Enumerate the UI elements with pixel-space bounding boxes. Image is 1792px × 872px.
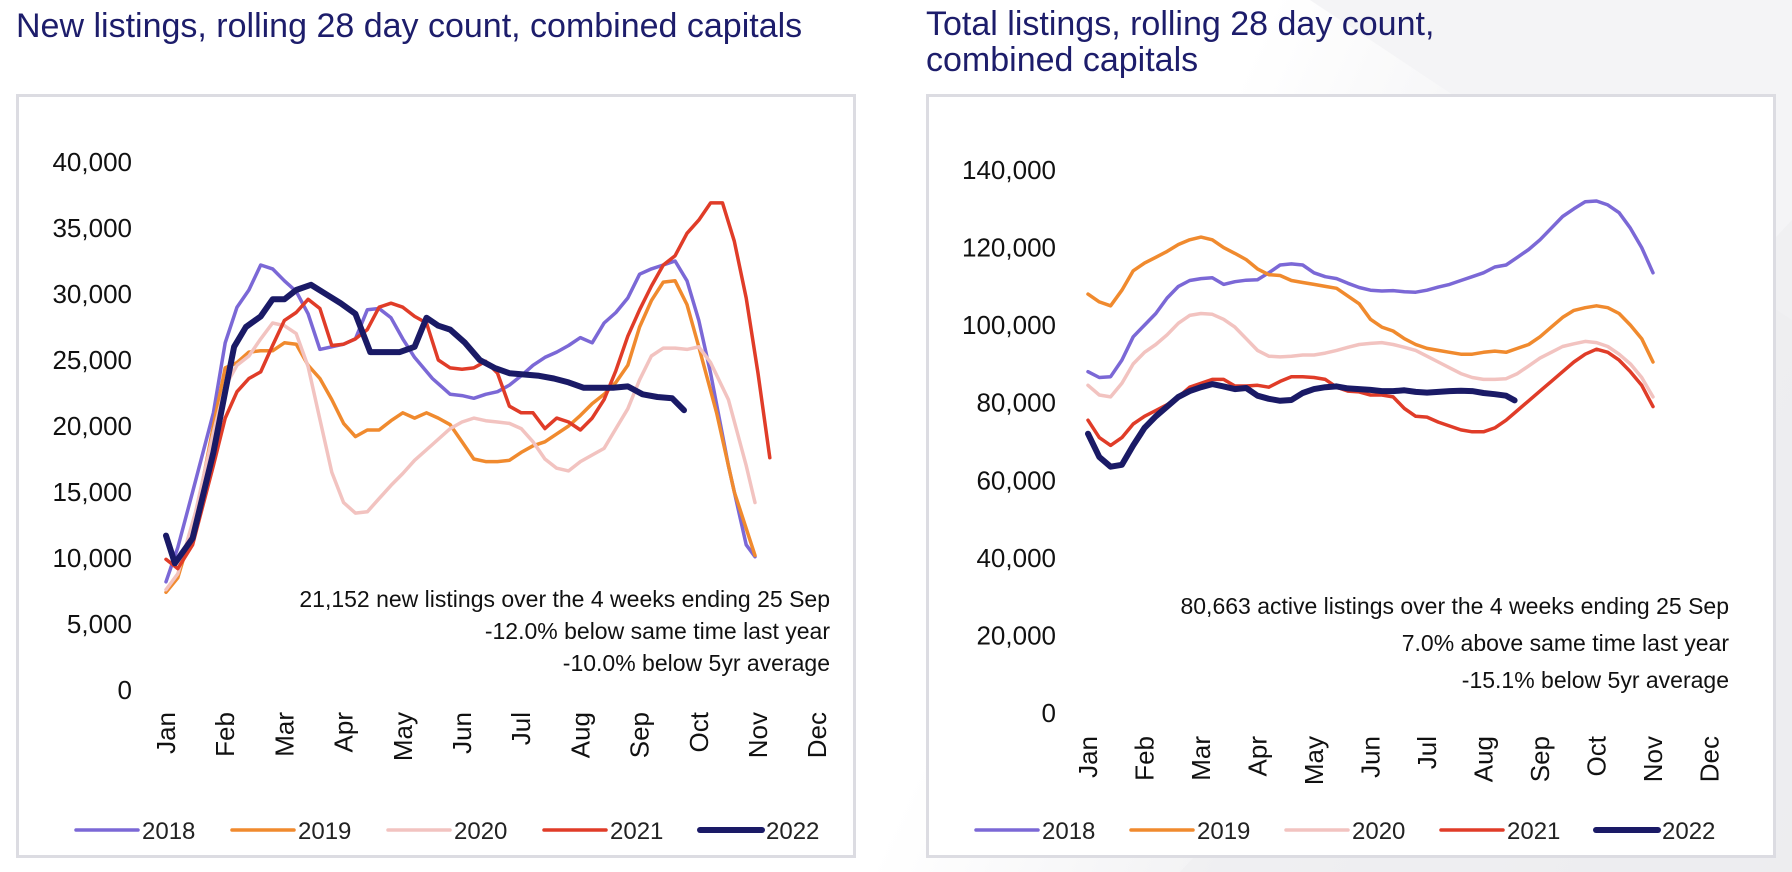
y-tick-label: 15,000	[52, 477, 132, 507]
legend-label-2022: 2022	[766, 818, 819, 845]
x-tick-label: Feb	[1130, 736, 1160, 781]
y-tick-label: 10,000	[52, 543, 132, 573]
series-line-2022	[1085, 381, 1518, 470]
x-tick-label: Aug	[565, 712, 595, 758]
y-tick-label: 20,000	[52, 411, 132, 441]
x-tick-label: Nov	[1638, 736, 1668, 782]
series-line-2021	[164, 201, 772, 571]
x-tick-label: Jan	[1073, 736, 1103, 778]
series-line-2020	[1086, 311, 1655, 399]
x-tick-label: Jul	[1412, 736, 1442, 769]
annotation-text: 80,663 active listings over the 4 weeks …	[1180, 593, 1729, 619]
series-line-2021	[1086, 347, 1655, 448]
x-tick-label: Mar	[1186, 736, 1216, 781]
annotation-text: 21,152 new listings over the 4 weeks end…	[299, 586, 830, 612]
x-tick-label: Oct	[1582, 735, 1612, 776]
y-tick-label: 0	[118, 675, 132, 705]
series-line-2018	[164, 259, 757, 584]
x-tick-label: Sep	[1525, 736, 1555, 782]
new-listings-chart-panel	[16, 94, 856, 858]
y-tick-label: 140,000	[962, 155, 1056, 185]
y-tick-label: 0	[1042, 698, 1056, 728]
y-tick-label: 30,000	[52, 279, 132, 309]
total-listings-chart-panel	[926, 94, 1776, 858]
x-tick-label: Apr	[1243, 736, 1273, 777]
y-tick-label: 100,000	[962, 310, 1056, 340]
x-tick-label: Jun	[447, 712, 477, 754]
x-tick-label: Oct	[684, 711, 714, 752]
x-tick-label: Jun	[1356, 736, 1386, 778]
legend-label-2020: 2020	[1352, 818, 1405, 845]
x-tick-label: Aug	[1469, 736, 1499, 782]
y-tick-label: 20,000	[976, 620, 1056, 650]
series-line-2018	[1086, 199, 1655, 380]
legend-label-2018: 2018	[142, 818, 195, 845]
x-tick-label: May	[1299, 736, 1329, 785]
legend-label-2019: 2019	[298, 818, 351, 845]
x-tick-label: Mar	[269, 712, 299, 757]
y-tick-label: 80,000	[976, 388, 1056, 418]
annotation-text: -10.0% below 5yr average	[563, 650, 830, 676]
x-tick-label: Nov	[743, 712, 773, 758]
x-tick-label: May	[388, 712, 418, 761]
x-tick-label: Feb	[210, 712, 240, 757]
y-tick-label: 40,000	[976, 543, 1056, 573]
legend-label-2021: 2021	[610, 818, 663, 845]
chart-title-new-listings: New listings, rolling 28 day count, comb…	[16, 7, 803, 45]
annotation-text: 7.0% above same time last year	[1402, 630, 1730, 656]
legend-label-2018: 2018	[1042, 818, 1095, 845]
annotation-text: -12.0% below same time last year	[485, 618, 830, 644]
x-tick-label: Dec	[802, 712, 832, 758]
x-tick-label: Apr	[329, 712, 359, 753]
x-tick-label: Sep	[625, 712, 655, 758]
legend-label-2019: 2019	[1197, 818, 1250, 845]
y-tick-label: 25,000	[52, 345, 132, 375]
chart-title-total-listings: Total listings, rolling 28 day count, co…	[926, 5, 1435, 79]
y-tick-label: 120,000	[962, 233, 1056, 263]
legend-label-2020: 2020	[454, 818, 507, 845]
y-tick-label: 35,000	[52, 213, 132, 243]
x-tick-label: Jan	[151, 712, 181, 754]
y-tick-label: 60,000	[976, 465, 1056, 495]
legend-label-2021: 2021	[1507, 818, 1560, 845]
legend-label-2022: 2022	[1662, 818, 1715, 845]
annotation-text: -15.1% below 5yr average	[1462, 667, 1729, 693]
series-line-2022	[163, 281, 687, 567]
series-line-2020	[164, 321, 757, 592]
series-line-2019	[1086, 235, 1655, 364]
x-tick-label: Jul	[506, 712, 536, 745]
y-tick-label: 40,000	[52, 147, 132, 177]
y-tick-label: 5,000	[67, 609, 132, 639]
x-tick-label: Dec	[1695, 736, 1725, 782]
